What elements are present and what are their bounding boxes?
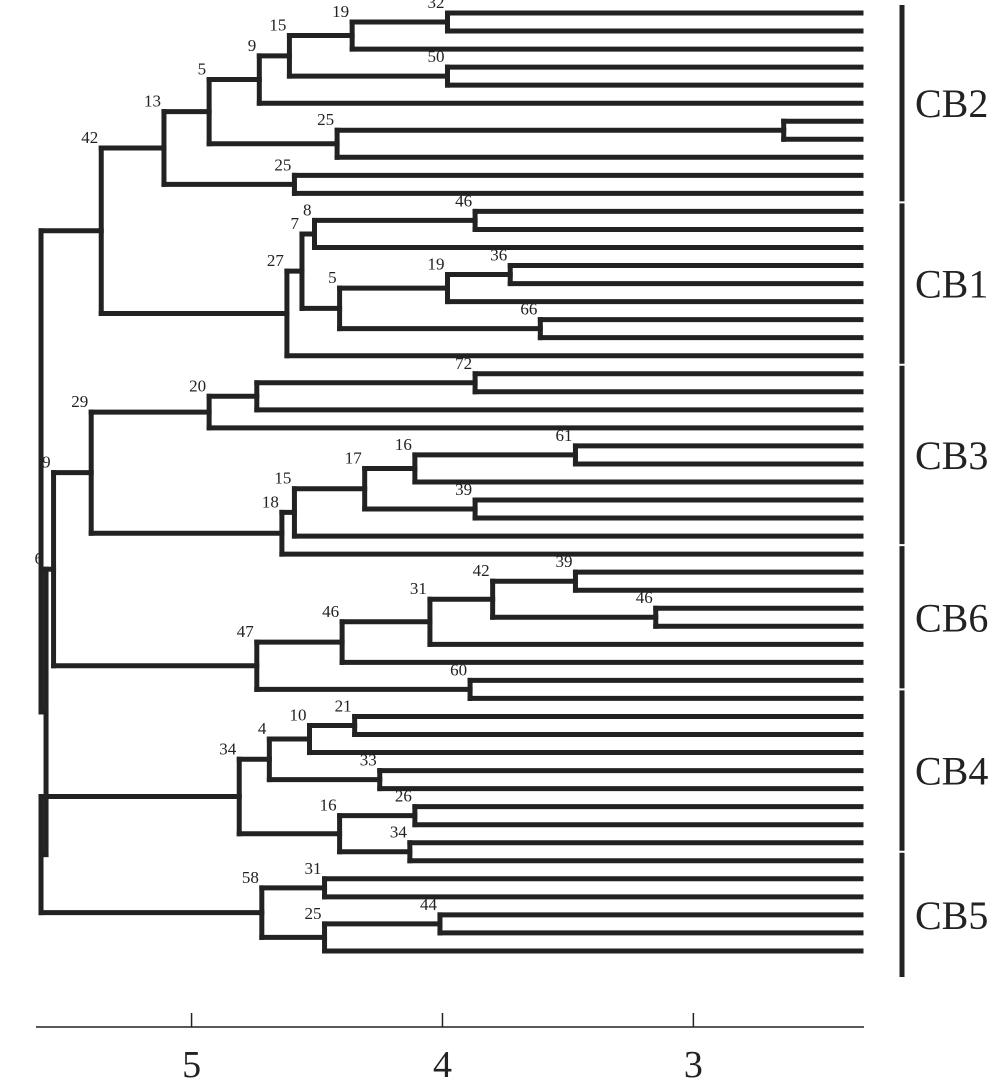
node-support-label: 27: [267, 251, 285, 270]
node-support-label: 19: [427, 255, 444, 274]
node-support-label: 25: [305, 904, 322, 923]
node-support-label: 66: [520, 300, 537, 319]
group-label-cb6: CB6: [915, 595, 988, 640]
node-support-label: 39: [555, 552, 572, 571]
group-label-cb3: CB3: [915, 433, 988, 478]
x-tick-label: 5: [182, 1044, 201, 1086]
node-support-label: 15: [269, 16, 286, 35]
node-support-label: 25: [274, 155, 291, 174]
node-support-label: 7: [290, 214, 299, 233]
node-support-label: 8: [303, 200, 312, 219]
node-support-label: 36: [490, 246, 507, 265]
x-tick-label: 3: [684, 1044, 703, 1086]
node-support-label: 46: [322, 602, 339, 621]
node-support-label: 34: [219, 739, 237, 758]
node-support-label: 72: [455, 354, 472, 373]
node-support-label: 44: [420, 895, 438, 914]
group-label-cb1: CB1: [915, 262, 988, 307]
node-support-label: 16: [395, 435, 412, 454]
node-support-label: 20: [189, 376, 206, 395]
node-support-label: 9: [248, 36, 257, 55]
node-support-label: 18: [262, 492, 279, 511]
x-tick-label: 4: [433, 1044, 452, 1086]
node-support-label: 61: [555, 426, 572, 445]
node-support-label: 34: [390, 823, 408, 842]
node-support-label: 15: [274, 469, 291, 488]
node-support-label: 17: [345, 448, 363, 467]
dendrogram-branches: [38, 10, 864, 954]
node-support-label: 5: [198, 60, 207, 79]
node-support-label: 31: [305, 859, 322, 878]
node-support-label: 50: [427, 47, 444, 66]
node-support-label: 10: [289, 705, 306, 724]
node-support-label: 25: [317, 110, 334, 129]
node-support-label: 5: [328, 268, 337, 287]
node-support-label: 42: [81, 128, 98, 147]
node-support-label: 29: [71, 392, 88, 411]
node-support-label: 46: [636, 588, 653, 607]
node-support-label: 21: [335, 696, 352, 715]
node-support-label: 4: [258, 719, 267, 738]
group-brackets: CB2 CB1 CB3 CB6 CB4 CB5: [899, 5, 988, 977]
node-support-label: 6: [35, 549, 44, 568]
node-support-label: 32: [427, 0, 444, 12]
group-label-cb4: CB4: [915, 749, 988, 794]
node-support-label: 42: [473, 561, 490, 580]
node-support-labels: 3219501592552513468361966572742722061163…: [35, 0, 653, 923]
group-label-cb5: CB5: [915, 893, 988, 938]
node-support-label: 19: [332, 2, 349, 21]
node-support-label: 31: [410, 579, 427, 598]
node-support-label: 13: [144, 92, 161, 111]
node-support-label: 47: [237, 622, 255, 641]
node-support-label: 58: [242, 868, 259, 887]
node-support-label: 46: [455, 191, 472, 210]
group-label-cb2: CB2: [915, 81, 988, 126]
node-support-label: 16: [320, 796, 337, 815]
node-support-label: 60: [450, 660, 467, 679]
node-support-label: 26: [395, 787, 412, 806]
node-support-label: 33: [360, 751, 377, 770]
node-support-label: 9: [42, 453, 51, 472]
node-support-label: 39: [455, 480, 472, 499]
x-axis: 5 4 3: [36, 1013, 864, 1086]
